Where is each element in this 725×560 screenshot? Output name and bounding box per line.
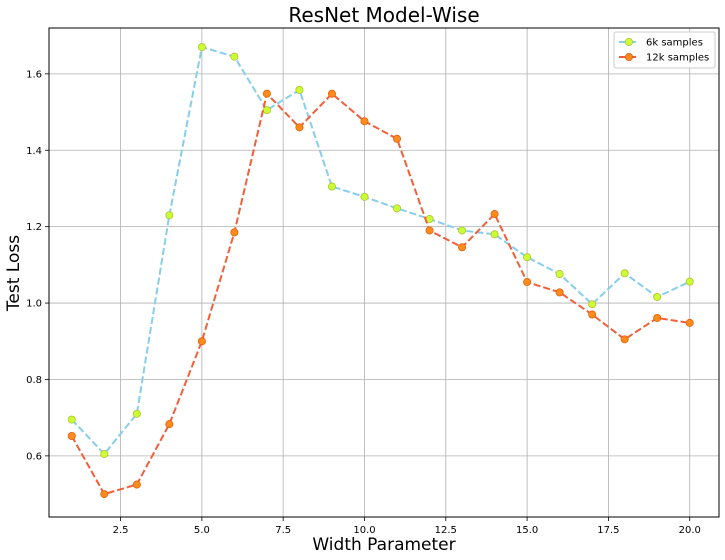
data-point — [197, 43, 206, 52]
x-tick-label: 12.5 — [435, 525, 457, 536]
y-axis-ticks: 0.6 0.8 1.0 1.2 1.4 1.6 — [26, 69, 49, 462]
data-point — [360, 192, 369, 201]
data-point — [620, 269, 629, 278]
data-point — [458, 243, 467, 252]
data-point — [588, 300, 597, 309]
data-point — [165, 211, 174, 220]
data-point — [523, 253, 532, 262]
y-axis-label: Test Loss — [4, 235, 24, 312]
y-tick-label: 0.6 — [26, 451, 42, 462]
legend: 6k samples 12k samples — [613, 31, 716, 69]
x-axis-label: Width Parameter — [312, 535, 455, 555]
y-tick-label: 1.2 — [26, 222, 42, 233]
series-line — [70, 92, 690, 496]
legend-frame — [613, 31, 716, 69]
x-tick-label: 20.0 — [679, 525, 701, 536]
data-point — [588, 310, 597, 319]
data-point — [262, 106, 271, 115]
data-point — [100, 449, 109, 458]
data-point — [393, 204, 402, 213]
data-point — [490, 230, 499, 239]
data-point — [523, 278, 532, 287]
x-axis-ticks: 2.5 5.0 7.5 10.0 12.5 15.0 17.5 20.0 — [113, 517, 701, 536]
grid — [49, 28, 719, 517]
data-point — [685, 277, 694, 286]
y-tick-label: 1.0 — [26, 299, 42, 310]
x-tick-label: 5.0 — [194, 525, 210, 536]
data-point — [360, 117, 369, 126]
data-point — [295, 123, 304, 132]
data-point — [132, 480, 141, 489]
y-tick-label: 1.6 — [26, 69, 42, 80]
x-tick-label: 15.0 — [516, 525, 538, 536]
plot-area — [48, 27, 720, 518]
data-point — [197, 337, 206, 346]
series-layer — [67, 43, 694, 499]
data-point — [230, 228, 239, 237]
y-tick-label: 1.4 — [26, 146, 42, 157]
data-point — [100, 490, 109, 499]
data-point — [165, 420, 174, 429]
data-point — [327, 89, 336, 98]
data-point — [685, 318, 694, 327]
data-point — [262, 89, 271, 98]
x-tick-label: 10.0 — [353, 525, 375, 536]
data-point — [555, 288, 564, 297]
x-tick-label: 17.5 — [597, 525, 619, 536]
legend-marker-swatch — [625, 53, 634, 62]
data-point — [295, 85, 304, 94]
data-point — [132, 409, 141, 418]
data-point — [653, 292, 662, 301]
legend-label: 6k samples — [646, 38, 703, 49]
legend-label: 12k samples — [646, 53, 709, 64]
series-1 — [67, 43, 694, 458]
data-point — [67, 432, 76, 441]
data-point — [555, 270, 564, 279]
legend-marker-swatch — [625, 38, 634, 47]
data-point — [393, 134, 402, 143]
x-tick-label: 2.5 — [113, 525, 129, 536]
data-point — [327, 182, 336, 191]
data-point — [458, 226, 467, 235]
series-line — [71, 46, 691, 455]
data-point — [620, 335, 629, 344]
data-point — [490, 210, 499, 219]
series-2 — [67, 89, 694, 499]
chart-title: ResNet Model-Wise — [288, 3, 479, 27]
data-point — [67, 415, 76, 424]
y-tick-label: 0.8 — [26, 375, 42, 386]
x-tick-label: 7.5 — [275, 525, 291, 536]
data-point — [230, 52, 239, 61]
data-point — [425, 226, 434, 235]
data-point — [653, 313, 662, 322]
